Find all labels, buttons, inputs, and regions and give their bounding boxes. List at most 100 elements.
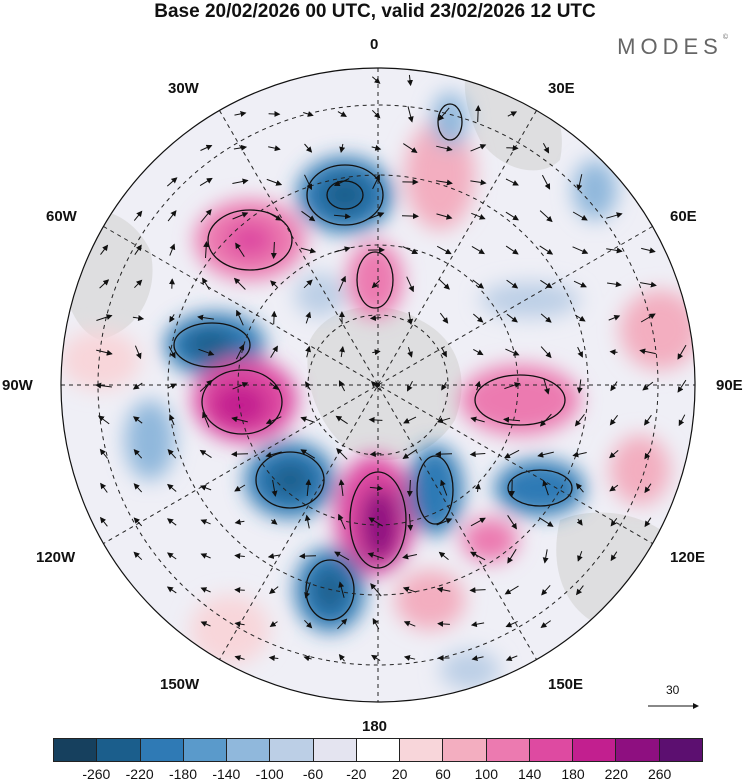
colorbar-swatch (139, 739, 183, 761)
wind-vector (339, 346, 345, 358)
wind-vector (504, 382, 521, 390)
wind-vector (540, 313, 552, 323)
anomaly-blob (268, 462, 312, 498)
lon-label-120e: 120E (670, 549, 706, 566)
wind-vector (542, 479, 549, 496)
wind-vector (469, 587, 486, 594)
wind-vector (203, 241, 210, 259)
wind-vector (436, 518, 453, 526)
wind-vector (304, 619, 313, 629)
wind-vector (436, 145, 453, 152)
wind-vector (333, 178, 350, 187)
wind-vector (372, 618, 380, 630)
wind-vector (335, 415, 348, 425)
wind-vector (199, 177, 213, 187)
wind-vector (338, 275, 346, 292)
wind-vector (469, 451, 486, 458)
wind-vector (167, 210, 177, 222)
wind-vector (401, 213, 419, 220)
wind-vector (99, 279, 110, 289)
wind-vector (609, 349, 618, 356)
anomaly-blob (125, 400, 175, 480)
wind-vector (607, 281, 622, 288)
wind-vector (640, 281, 657, 288)
wind-vector (133, 416, 143, 424)
wind-vector (539, 245, 554, 255)
anomaly-blob (347, 242, 403, 318)
wind-vector (338, 654, 345, 662)
lon-label-150w: 150W (160, 676, 200, 693)
wind-vector (200, 553, 211, 559)
wind-vector (606, 247, 623, 254)
wind-vector (304, 514, 311, 529)
wind-vector (541, 584, 551, 596)
wind-vector (436, 586, 451, 593)
wind-vector (402, 246, 419, 254)
wind-vector (333, 213, 351, 220)
wind-vector (436, 179, 453, 186)
contour-line (173, 322, 251, 368)
colorbar-swatch (355, 739, 400, 761)
wind-vector (199, 379, 213, 392)
wind-vector (133, 483, 143, 493)
colorbar-tick-label: 220 (604, 766, 629, 782)
contour-line (305, 559, 355, 621)
wind-vector (677, 379, 687, 393)
wind-vector (407, 106, 414, 123)
colorbar-tick-label: -260 (82, 766, 111, 782)
wind-vector (199, 449, 212, 459)
wind-vector (407, 311, 414, 325)
wind-vector (505, 655, 518, 662)
wind-vector (334, 246, 351, 253)
wind-vector (406, 479, 413, 497)
wind-vector (370, 583, 382, 597)
wind-vector (299, 553, 317, 560)
wind-vector (265, 451, 282, 458)
wind-vector (576, 518, 583, 526)
colorbar (53, 738, 703, 762)
wind-vector (235, 242, 245, 257)
wind-vector (305, 381, 311, 391)
wind-vector (678, 414, 686, 427)
wind-vector (198, 348, 215, 356)
colorbar-swatch (528, 739, 573, 761)
colorbar-tick-label: -140 (212, 766, 241, 782)
wind-vector (232, 212, 249, 220)
wind-vector (337, 111, 347, 117)
wind-vector (235, 344, 245, 360)
wind-vector (368, 416, 383, 423)
wind-vector (368, 517, 384, 527)
wind-vector (577, 551, 583, 562)
wind-vector (166, 177, 178, 187)
wind-vector (200, 621, 211, 627)
wind-vector (438, 278, 450, 290)
colorbar-tick-label: -60 (302, 766, 324, 782)
anomaly-blob (314, 568, 346, 612)
wind-vector (506, 313, 518, 323)
wind-vector (572, 246, 589, 254)
brand-name: MODES (617, 34, 723, 59)
wind-vector (504, 449, 520, 459)
wind-vector (132, 315, 145, 321)
lon-label-60e: 60E (670, 208, 697, 225)
wind-vector (234, 518, 245, 525)
wind-vector (337, 618, 348, 630)
wind-vector (269, 621, 278, 627)
wind-vector (537, 451, 554, 458)
wind-vector (470, 416, 485, 423)
contour-line (201, 369, 283, 435)
wind-vector (407, 380, 413, 392)
wind-vector (471, 655, 484, 662)
wind-vector (304, 582, 311, 599)
wind-vector (200, 209, 212, 223)
anomaly-blob (225, 222, 275, 258)
wind-vector (270, 345, 278, 358)
wind-vector (475, 105, 482, 123)
colorbar-swatch (658, 739, 702, 761)
contour-line (474, 374, 566, 426)
wind-vector (169, 243, 176, 256)
wind-vector (236, 309, 244, 326)
wind-vector (474, 483, 481, 492)
wind-vector (608, 314, 621, 321)
wind-vector (200, 587, 211, 593)
